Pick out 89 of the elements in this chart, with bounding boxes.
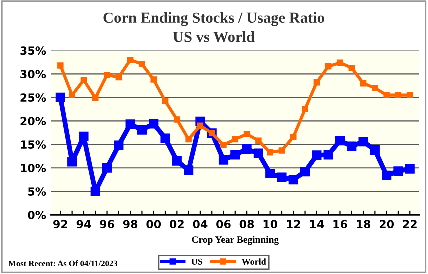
point bbox=[104, 72, 110, 78]
point bbox=[58, 62, 64, 69]
point bbox=[266, 168, 276, 179]
point bbox=[277, 172, 287, 182]
point bbox=[395, 92, 402, 98]
legend-label: World bbox=[242, 258, 266, 265]
point bbox=[382, 170, 392, 180]
point bbox=[358, 137, 368, 147]
y-tick-label: 15% bbox=[21, 140, 46, 150]
point bbox=[405, 164, 415, 174]
point bbox=[56, 92, 66, 102]
x-tick-label: 94 bbox=[76, 220, 92, 229]
point bbox=[90, 186, 100, 196]
point bbox=[92, 95, 99, 102]
point bbox=[160, 134, 170, 144]
point bbox=[162, 98, 169, 105]
point bbox=[370, 145, 380, 156]
x-tick-label: 12 bbox=[287, 220, 300, 228]
point bbox=[79, 132, 89, 142]
y-tick-label: 35% bbox=[20, 46, 46, 56]
x-tick-label: 20 bbox=[380, 220, 394, 229]
point bbox=[384, 92, 390, 98]
point bbox=[197, 122, 204, 129]
point bbox=[347, 142, 357, 152]
x-tick-label: 16 bbox=[334, 220, 348, 229]
legend-label: US bbox=[192, 258, 203, 265]
point bbox=[186, 136, 192, 143]
point bbox=[232, 136, 239, 143]
point bbox=[360, 80, 367, 87]
y-tick-label: 30% bbox=[20, 70, 46, 79]
point bbox=[230, 150, 240, 160]
x-tick-label: 10 bbox=[264, 220, 278, 229]
point bbox=[335, 136, 346, 146]
x-tick-label: 22 bbox=[403, 220, 417, 228]
point bbox=[394, 166, 404, 176]
x-tick-label: 08 bbox=[240, 220, 254, 229]
y-tick-label: 5% bbox=[28, 188, 46, 196]
point bbox=[256, 138, 262, 144]
point bbox=[406, 92, 414, 98]
point bbox=[137, 125, 148, 135]
x-axis-title: Crop Year Beginning bbox=[192, 236, 279, 246]
point bbox=[337, 60, 344, 66]
chart-subtitle: US vs World bbox=[173, 32, 255, 42]
x-tick-label: 06 bbox=[216, 220, 231, 229]
point bbox=[150, 76, 157, 83]
point bbox=[372, 85, 378, 92]
point bbox=[80, 77, 88, 84]
point bbox=[172, 156, 182, 166]
point bbox=[126, 120, 136, 130]
point bbox=[244, 131, 250, 138]
chart-title: Corn Ending Stocks / Usage Ratio bbox=[104, 12, 324, 26]
point bbox=[174, 116, 180, 123]
point bbox=[312, 150, 322, 160]
point bbox=[69, 92, 76, 98]
y-tick-label: 20% bbox=[20, 117, 46, 126]
point bbox=[68, 157, 78, 167]
point bbox=[278, 148, 286, 154]
point bbox=[127, 56, 134, 64]
x-tick-label: 92 bbox=[54, 220, 68, 229]
y-tick-label: 10% bbox=[21, 164, 46, 172]
point bbox=[314, 80, 320, 86]
point bbox=[218, 155, 229, 165]
point bbox=[267, 149, 274, 156]
point bbox=[290, 134, 297, 140]
point bbox=[302, 106, 308, 113]
point bbox=[116, 74, 122, 81]
x-tick-label: 96 bbox=[100, 220, 114, 229]
point bbox=[300, 167, 310, 177]
x-tick-label: 18 bbox=[357, 220, 371, 229]
y-tick-label: 25% bbox=[20, 94, 46, 102]
x-tick-label: 04 bbox=[193, 220, 208, 229]
point bbox=[288, 175, 298, 185]
x-tick-label: 14 bbox=[310, 220, 324, 228]
y-tick-label: 0% bbox=[28, 211, 46, 220]
point bbox=[114, 140, 124, 150]
point bbox=[102, 163, 112, 173]
point bbox=[325, 64, 332, 70]
text: Most Recent: As Of 04/11/2023 bbox=[8, 260, 118, 267]
point bbox=[324, 150, 334, 160]
point bbox=[254, 148, 264, 158]
point bbox=[149, 119, 159, 129]
point bbox=[348, 64, 356, 72]
point bbox=[220, 142, 227, 148]
point bbox=[139, 61, 146, 68]
point bbox=[184, 166, 194, 176]
x-tick-label: 98 bbox=[123, 220, 138, 229]
point bbox=[242, 144, 252, 154]
x-tick-label: 02 bbox=[170, 220, 184, 229]
x-tick-label: 00 bbox=[146, 220, 162, 229]
